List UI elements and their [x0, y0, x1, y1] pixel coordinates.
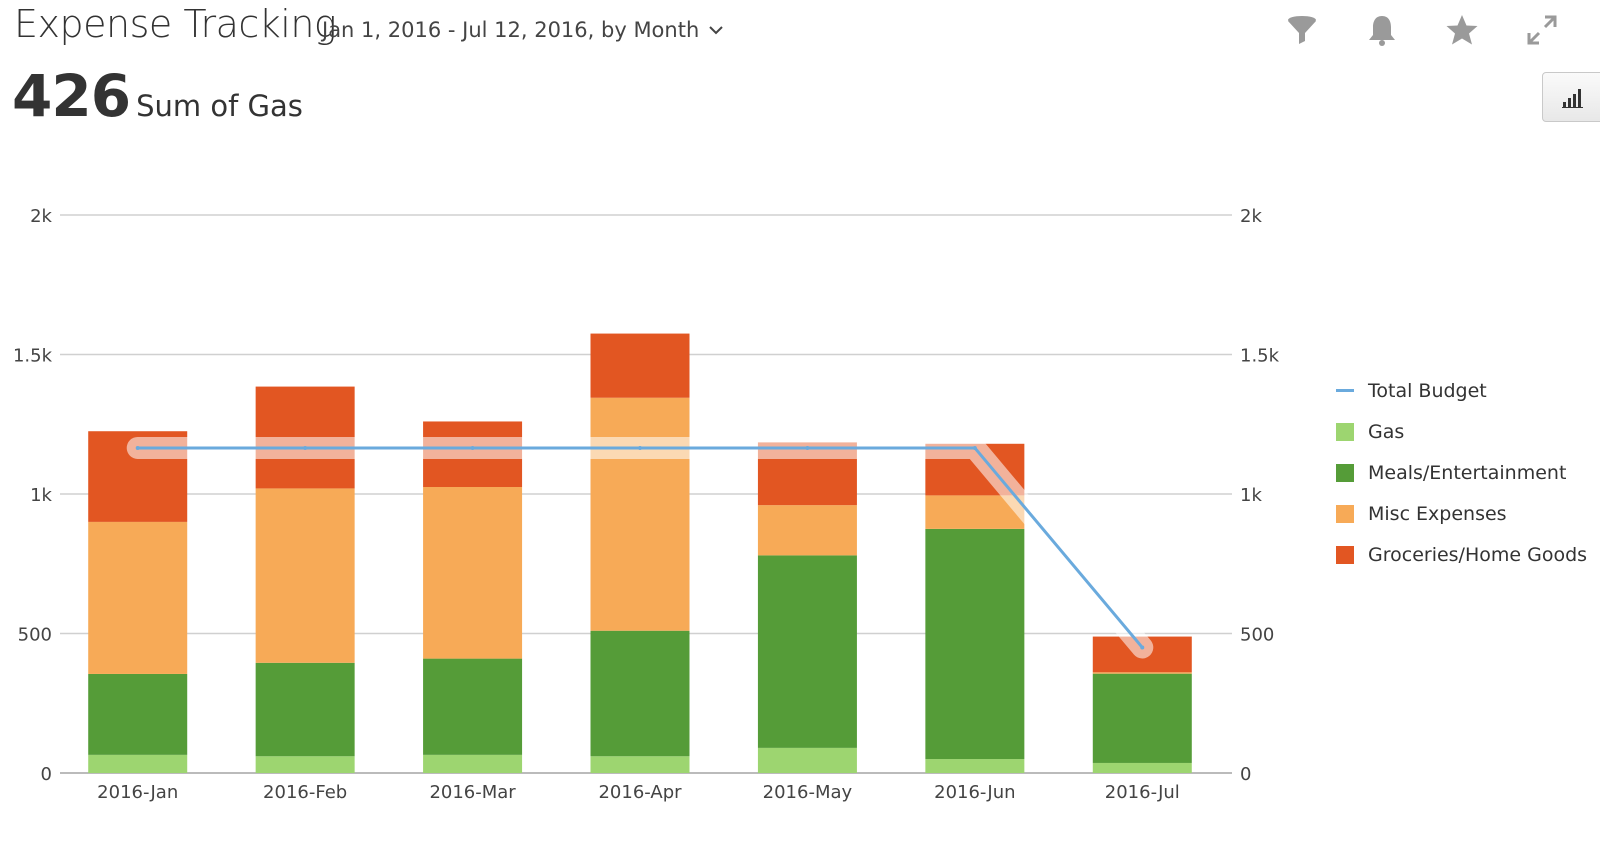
bar-segment	[925, 528, 1025, 760]
bar-segment	[590, 630, 690, 757]
budget-point	[135, 445, 140, 450]
bar-segment	[757, 747, 857, 773]
y-tick-label-right: 0	[1240, 764, 1251, 785]
bar-segment	[1092, 762, 1192, 773]
metric-value: 426	[12, 62, 131, 130]
stacked-bar-chart: 0 0 500 500 1k 1k 1.5k 1.5k 2k 2k 2016-Jan 2016-Feb…	[13, 206, 1280, 803]
x-tick-label: 2016-May	[763, 782, 853, 803]
toolbar	[1284, 10, 1560, 50]
bar-segment	[88, 673, 188, 755]
chart-legend: Total Budget Gas Meals/Entertainment Misc E…	[1336, 370, 1587, 575]
date-range-label: Jan 1, 2016 - Jul 12, 2016, by Month	[322, 18, 700, 42]
bar-segment	[423, 754, 523, 773]
date-range-selector[interactable]: Jan 1, 2016 - Jul 12, 2016, by Month	[322, 18, 723, 42]
notifications-button[interactable]	[1364, 10, 1400, 50]
legend-label: Groceries/Home Goods	[1368, 543, 1588, 566]
y-tick-label-right: 500	[1240, 625, 1274, 646]
bar-segment	[1092, 673, 1192, 763]
x-tick-label: 2016-Apr	[598, 782, 682, 803]
legend-swatch	[1336, 463, 1354, 482]
star-icon	[1446, 15, 1478, 45]
legend-swatch	[1336, 389, 1354, 392]
x-tick-label: 2016-Jun	[934, 782, 1015, 803]
filter-icon	[1288, 16, 1316, 44]
y-tick-label-right: 2k	[1240, 206, 1262, 227]
filter-button[interactable]	[1284, 10, 1320, 50]
legend-item[interactable]: Meals/Entertainment	[1336, 452, 1587, 493]
expand-button[interactable]	[1524, 10, 1560, 50]
bell-icon	[1369, 16, 1395, 46]
y-tick-label-left: 1.5k	[13, 346, 53, 367]
metric-label: Sum of Gas	[136, 89, 303, 123]
legend-label: Meals/Entertainment	[1368, 461, 1567, 484]
bar-segment	[590, 756, 690, 773]
legend-label: Gas	[1368, 420, 1405, 443]
budget-point	[303, 445, 308, 450]
budget-point	[805, 445, 810, 450]
bar-segment	[255, 488, 355, 663]
favorite-button[interactable]	[1444, 10, 1480, 50]
y-tick-label-right: 1.5k	[1240, 346, 1280, 367]
y-tick-label-left: 0	[41, 764, 52, 785]
bar-segment	[757, 555, 857, 748]
bar-segment	[925, 759, 1025, 773]
bar-segment	[590, 397, 690, 631]
chevron-down-icon	[709, 26, 723, 35]
bar-segment	[88, 521, 188, 674]
legend-item[interactable]: Misc Expenses	[1336, 493, 1587, 534]
legend-item[interactable]: Gas	[1336, 411, 1587, 452]
legend-label: Total Budget	[1368, 379, 1487, 402]
bar-chart-icon	[1562, 89, 1583, 108]
chart-type-button[interactable]	[1542, 72, 1600, 122]
bar-segment	[757, 505, 857, 556]
y-tick-label-right: 1k	[1240, 485, 1262, 506]
y-tick-label-left: 2k	[30, 206, 52, 227]
legend-swatch	[1336, 545, 1354, 564]
page-title: Expense Tracking	[14, 2, 337, 46]
x-tick-label: 2016-Jan	[97, 782, 178, 803]
bar-segment	[88, 754, 188, 773]
legend-label: Misc Expenses	[1368, 502, 1507, 525]
bar-segment	[255, 756, 355, 773]
bar-segment	[590, 333, 690, 398]
y-tick-label-left: 1k	[30, 485, 52, 506]
x-tick-label: 2016-Jul	[1105, 782, 1180, 803]
legend-swatch	[1336, 422, 1354, 441]
budget-point	[638, 445, 642, 450]
bar-segment	[255, 662, 355, 757]
budget-point	[470, 445, 475, 450]
legend-item[interactable]: Groceries/Home Goods	[1336, 534, 1587, 575]
bar-segment	[1092, 672, 1192, 674]
legend-item[interactable]: Total Budget	[1336, 370, 1587, 411]
legend-swatch	[1336, 504, 1354, 523]
budget-point	[972, 445, 977, 450]
expand-icon	[1527, 15, 1557, 45]
metric-summary: 426 Sum of Gas	[12, 62, 303, 130]
budget-point	[1140, 645, 1145, 650]
bar-segment	[423, 487, 523, 659]
bar-segment	[423, 658, 523, 755]
x-tick-label: 2016-Feb	[263, 782, 347, 803]
x-tick-label: 2016-Mar	[429, 782, 516, 803]
y-tick-label-left: 500	[18, 625, 52, 646]
